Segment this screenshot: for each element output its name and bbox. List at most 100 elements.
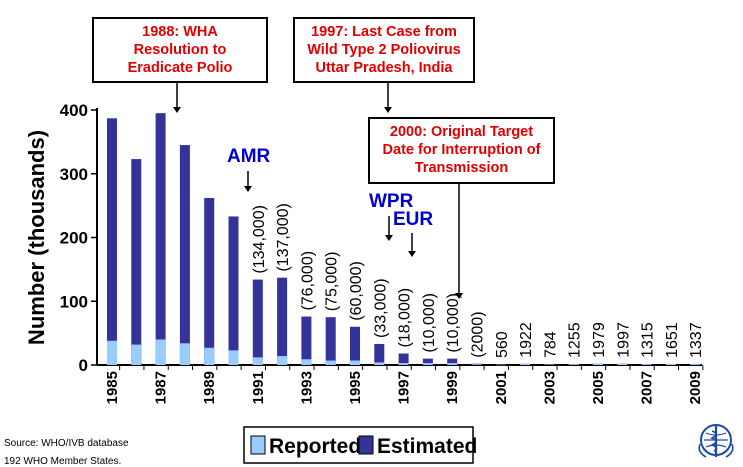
- bar-reported: [422, 363, 433, 365]
- bar-estimated: [301, 316, 312, 365]
- bar-estimated: [325, 317, 336, 365]
- region-label: AMR: [227, 146, 271, 167]
- bar-reported: [665, 363, 676, 365]
- y-tick-label: 400: [60, 101, 88, 120]
- bar-reported: [593, 363, 603, 365]
- annotation-box: [293, 17, 475, 83]
- bar-value-label: 1255: [567, 322, 584, 358]
- bar-reported: [520, 363, 531, 365]
- bar-value-label: 560: [494, 331, 511, 358]
- region-arrowhead: [244, 186, 252, 192]
- x-tick-label: 1995: [347, 371, 364, 404]
- bar-value-label: (18,000): [397, 288, 414, 348]
- bar-value-label: 1997: [615, 322, 632, 358]
- bar-value-label: 1337: [688, 322, 705, 358]
- bar-estimated: [155, 113, 166, 365]
- bar-reported: [179, 343, 190, 365]
- annotation-text: Date for Interruption of: [383, 142, 541, 158]
- annotation-arrowhead: [173, 107, 181, 113]
- bar-estimated: [350, 326, 360, 365]
- annotation-text: Transmission: [415, 160, 508, 176]
- legend-swatch-estimated: [358, 435, 374, 455]
- bar-reported: [155, 339, 166, 365]
- y-tick-label: 100: [60, 292, 88, 311]
- bar-reported: [252, 357, 263, 365]
- bar-estimated: [204, 197, 215, 365]
- bar-reported: [447, 363, 458, 365]
- region-label: EUR: [393, 209, 433, 230]
- bar-reported: [471, 364, 482, 365]
- bar-estimated: [374, 343, 385, 365]
- x-tick-label: 1991: [250, 371, 267, 404]
- x-tick-label: 2001: [493, 371, 510, 404]
- legend-label-reported: Reported: [269, 435, 361, 458]
- bar-reported: [131, 344, 142, 365]
- legend: Reported Estimated: [243, 426, 477, 464]
- x-tick-label: 2007: [639, 371, 656, 404]
- bar-value-label: (10,000): [421, 293, 438, 353]
- bar-reported: [374, 362, 385, 365]
- annotation-arrowhead: [384, 107, 392, 113]
- x-tick-label: 2005: [590, 371, 607, 404]
- bar-reported: [107, 340, 117, 365]
- x-tick-label: 1989: [201, 371, 218, 404]
- annotation-text: Eradicate Polio: [128, 60, 233, 76]
- bar-reported: [301, 359, 312, 365]
- bar-value-label: 1922: [518, 322, 535, 358]
- bar-reported: [204, 347, 215, 365]
- bar-reported: [228, 350, 239, 365]
- annotation-text: 1997: Last Case from: [311, 24, 457, 40]
- bar-reported: [641, 364, 652, 365]
- annotation-text: 1988: WHA: [142, 24, 218, 40]
- bar-reported: [325, 360, 336, 365]
- bar-reported: [398, 363, 409, 365]
- bar-value-label: 1979: [591, 322, 608, 358]
- x-tick-label: 1987: [153, 371, 170, 404]
- bar-reported: [277, 356, 288, 365]
- bars: [107, 113, 701, 366]
- bar-estimated: [447, 358, 458, 365]
- bar-estimated: [277, 277, 288, 365]
- y-axis-title: Number (thousands): [24, 130, 49, 345]
- bar-estimated: [252, 279, 263, 365]
- y-tick-label: 300: [60, 165, 88, 184]
- annotation-text: Resolution to: [134, 42, 227, 58]
- bar-reported: [568, 364, 579, 365]
- bar-value-label: (137,000): [275, 203, 292, 272]
- y-tick-label: 0: [79, 356, 88, 375]
- bar-labels: (134,000) (137,000) (76,000) (75,000) (60,00…: [251, 203, 705, 358]
- source-note: Source: WHO/IVB database: [4, 438, 129, 449]
- legend-swatch-reported: [250, 435, 266, 455]
- y-tick-label: 200: [60, 229, 88, 248]
- region-arrowhead: [385, 235, 393, 241]
- bar-reported: [690, 364, 701, 365]
- bar-value-label: (10,000): [445, 293, 462, 353]
- annotation-arrowhead: [455, 293, 463, 299]
- bar-reported: [350, 360, 360, 365]
- bar-estimated: [398, 353, 409, 365]
- bar-value-label: (75,000): [324, 252, 341, 312]
- x-axis: 1985 1987 1989 1991 1993 1995 1997 1999 2001 2003…: [97, 364, 704, 404]
- bar-estimated: [422, 358, 433, 365]
- x-tick-label: 1985: [104, 371, 121, 404]
- bar-value-label: (2000): [470, 311, 487, 357]
- bar-value-label: (134,000): [251, 205, 268, 274]
- region-label: WPR: [369, 191, 414, 212]
- bar-value-label: (60,000): [348, 261, 365, 321]
- annotation-text: Uttar Pradesh, India: [316, 60, 454, 76]
- annotations: 1988: WHA Resolution to Eradicate Polio 199…: [92, 17, 555, 299]
- bar-value-label: (76,000): [299, 251, 316, 311]
- bar-value-label: 1315: [640, 322, 657, 358]
- x-tick-label: 1997: [396, 371, 413, 404]
- annotation-box: [92, 17, 268, 83]
- annotation-box: [368, 117, 555, 184]
- x-tick-label: 1999: [444, 371, 461, 404]
- y-axis: 0 100 200 300 400 Number (thousands): [24, 101, 98, 375]
- annotation-text: Wild Type 2 Poliovirus: [307, 42, 461, 58]
- bar-estimated: [228, 216, 239, 365]
- who-emblem-icon: [698, 424, 734, 458]
- annotation-text: 2000: Original Target: [390, 124, 533, 140]
- legend-label-estimated: Estimated: [377, 435, 477, 458]
